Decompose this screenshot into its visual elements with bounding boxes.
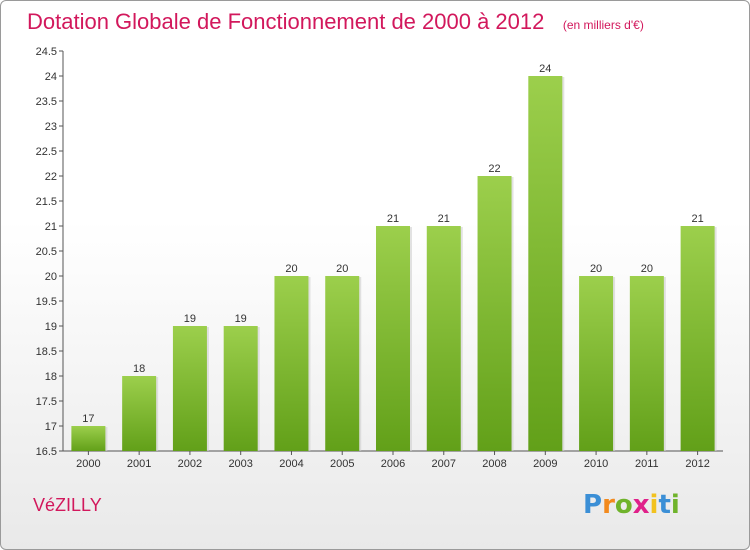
x-tick-label: 2006: [381, 458, 405, 470]
x-tick-label: 2008: [482, 458, 506, 470]
y-tick-label: 16.5: [36, 446, 57, 458]
y-tick-label: 21: [45, 221, 57, 233]
y-tick-label: 19.5: [36, 296, 57, 308]
y-tick-label: 23.5: [36, 96, 57, 108]
bar-value-label: 22: [488, 163, 500, 175]
x-tick-label: 2004: [279, 458, 303, 470]
x-tick-label: 2011: [635, 458, 659, 470]
brand-letter: P: [583, 490, 603, 520]
bar[interactable]: [223, 326, 258, 451]
bar-value-label: 21: [387, 213, 399, 225]
bar[interactable]: [274, 276, 309, 451]
x-tick-label: 2000: [76, 458, 100, 470]
y-tick-label: 20: [45, 271, 57, 283]
y-tick-label: 18: [45, 371, 57, 383]
brand-letter: r: [602, 490, 615, 520]
chart-unit: (en milliers d'€): [562, 18, 644, 32]
y-tick-label: 24.5: [36, 46, 57, 58]
bar[interactable]: [426, 226, 461, 451]
commune-name: VéZILLY: [33, 495, 102, 515]
x-tick-label: 2002: [178, 458, 202, 470]
x-tick-label: 2012: [685, 458, 709, 470]
x-tick-label: 2005: [330, 458, 354, 470]
y-tick-label: 21.5: [36, 196, 57, 208]
y-tick-label: 19: [45, 321, 57, 333]
bar[interactable]: [629, 276, 664, 451]
bar-value-label: 19: [184, 313, 196, 325]
brand-letter: o: [614, 490, 633, 520]
chart-title-block: Dotation Globale de Fonctionnement de 20…: [27, 7, 644, 37]
proxiti-logo[interactable]: Proxiti: [583, 490, 680, 520]
bar-series: [71, 76, 717, 451]
bar[interactable]: [579, 276, 614, 451]
brand-letter: x: [632, 490, 650, 520]
bar[interactable]: [680, 226, 715, 451]
x-tick-label: 2003: [228, 458, 252, 470]
bar[interactable]: [376, 226, 410, 451]
brand-letter: t: [658, 490, 671, 520]
y-tick-label: 23: [45, 121, 57, 133]
bar[interactable]: [528, 76, 563, 451]
value-labels: 17 18 19 19 20 20 21 21 22 24 20 20 21: [82, 63, 703, 425]
brand-letter: i: [670, 490, 680, 520]
y-tick-label: 22: [45, 171, 57, 183]
bar-value-label: 19: [235, 313, 247, 325]
x-tick-label: 2007: [432, 458, 456, 470]
y-tick-label: 22.5: [36, 146, 57, 158]
brand-letter: i: [649, 490, 659, 520]
bar-value-label: 21: [691, 213, 703, 225]
bar[interactable]: [172, 326, 207, 451]
bar-value-label: 20: [336, 263, 348, 275]
bar[interactable]: [477, 176, 512, 451]
y-tick-label: 17.5: [36, 396, 57, 408]
y-tick-label: 18.5: [36, 346, 57, 358]
bar-value-label: 20: [590, 263, 602, 275]
y-tick-label: 17: [45, 421, 57, 433]
x-tick-label: 2010: [584, 458, 608, 470]
y-tick-label: 20.5: [36, 246, 57, 258]
bar-value-label: 20: [641, 263, 653, 275]
bar-value-label: 20: [285, 263, 297, 275]
bar[interactable]: [325, 276, 360, 451]
x-tick-label: 2001: [127, 458, 151, 470]
bar-value-label: 21: [438, 213, 450, 225]
bar-value-label: 24: [539, 63, 551, 75]
bar[interactable]: [122, 376, 157, 451]
bar-value-label: 18: [133, 363, 145, 375]
chart-axes: 16.5 17 17.5 18 18.5 19 19.5 20 20.5 21 21.5 22 22.5…: [36, 46, 723, 470]
chart-title: Dotation Globale de Fonctionnement de 20…: [27, 9, 545, 34]
x-tick-label: 2009: [533, 458, 557, 470]
y-tick-label: 24: [45, 71, 57, 83]
bar[interactable]: [71, 426, 106, 451]
bar-value-label: 17: [82, 413, 94, 425]
